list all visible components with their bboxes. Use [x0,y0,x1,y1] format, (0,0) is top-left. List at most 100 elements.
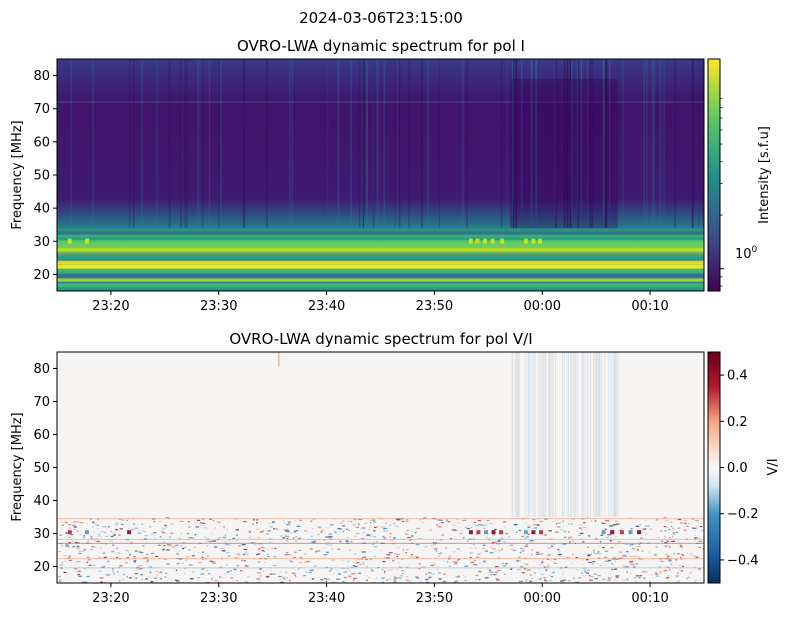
noise-pixel [174,545,177,547]
noise-pixel [310,547,313,549]
noise-pixel [214,527,216,529]
noise-pixel [479,562,481,564]
noise-pixel [425,581,429,583]
y-tick-label: 80 [33,69,50,84]
noise-pixel [201,522,206,524]
noise-pixel [525,546,529,548]
noise-pixel [624,543,629,545]
noise-pixel [236,580,238,582]
noise-pixel [346,528,348,530]
time-stripe [577,59,579,229]
noise-pixel [591,576,594,578]
noise-pixel [248,531,251,533]
noise-pixel [594,552,598,555]
noise-pixel [530,580,532,583]
noise-pixel [81,581,86,583]
noise-pixel [86,556,90,558]
noise-pixel [235,529,240,531]
noise-pixel [261,546,263,548]
noise-pixel [80,533,83,536]
noise-pixel [325,543,328,546]
noise-pixel [163,541,166,543]
noise-pixel [593,573,597,575]
noise-pixel [287,531,291,533]
noise-pixel [269,541,271,544]
noise-pixel [626,571,628,573]
noise-pixel [448,555,451,557]
noise-pixel [588,554,590,556]
noise-pixel [539,553,543,555]
noise-pixel [644,525,647,527]
noise-pixel [303,575,306,577]
noise-pixel [401,558,404,560]
noise-pixel [600,534,604,536]
noise-pixel [673,532,676,534]
noise-pixel [348,549,351,551]
noise-pixel [191,555,196,557]
burst-marker [468,530,473,535]
noise-pixel [510,548,514,551]
time-stripe [529,352,531,517]
noise-pixel [572,553,574,556]
noise-pixel [474,524,477,526]
noise-pixel [402,549,404,551]
noise-pixel [530,527,534,529]
noise-pixel [150,581,154,583]
noise-pixel [521,549,525,551]
noise-pixel [434,563,436,565]
noise-pixel [78,552,82,555]
noise-pixel [348,528,350,530]
noise-pixel [491,548,495,550]
noise-pixel [378,517,380,519]
colorbar-tick-label: −0.2 [727,507,759,522]
noise-pixel [641,550,644,552]
noise-pixel [526,564,529,566]
noise-pixel [252,542,256,544]
time-stripe [643,59,645,229]
noise-pixel [573,575,575,577]
noise-pixel [584,569,587,571]
noise-pixel [649,581,651,583]
noise-pixel [294,530,297,532]
noise-pixel [489,546,492,548]
noise-pixel [83,568,86,570]
noise-pixel [348,570,351,573]
time-stripe [674,59,677,229]
noise-pixel [694,537,698,539]
noise-pixel [86,523,88,525]
time-stripe [376,59,379,229]
noise-pixel [395,547,400,549]
noise-pixel [312,528,314,530]
noise-pixel [373,536,376,538]
noise-pixel [362,531,366,534]
noise-pixel [173,547,176,549]
noise-pixel [198,552,200,554]
time-stripe [615,352,617,517]
noise-pixel [373,530,376,532]
noise-pixel [358,572,361,574]
noise-pixel [554,531,559,533]
burst-marker [476,530,481,535]
noise-pixel [311,578,315,580]
noise-pixel [148,566,153,568]
noise-pixel [146,553,149,556]
noise-pixel [75,571,80,573]
noise-pixel [242,553,246,555]
noise-pixel [668,560,672,562]
noise-pixel [269,573,273,575]
noise-pixel [180,520,184,523]
noise-pixel [632,563,635,565]
noise-pixel [604,528,608,530]
noise-pixel [638,543,641,545]
noise-pixel [382,560,386,563]
noise-pixel [365,559,369,561]
noise-pixel [629,555,633,558]
noise-pixel [632,548,635,550]
time-stripe [552,352,553,517]
noise-pixel [405,533,408,535]
noise-pixel [294,574,296,576]
noise-pixel [475,556,480,558]
noise-pixel [104,535,109,538]
noise-pixel [370,570,374,572]
noise-pixel [361,538,364,540]
